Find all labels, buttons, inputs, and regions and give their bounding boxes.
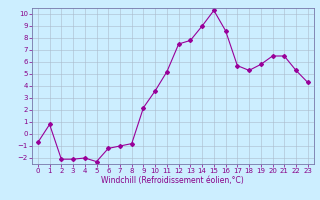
X-axis label: Windchill (Refroidissement éolien,°C): Windchill (Refroidissement éolien,°C) [101, 176, 244, 185]
